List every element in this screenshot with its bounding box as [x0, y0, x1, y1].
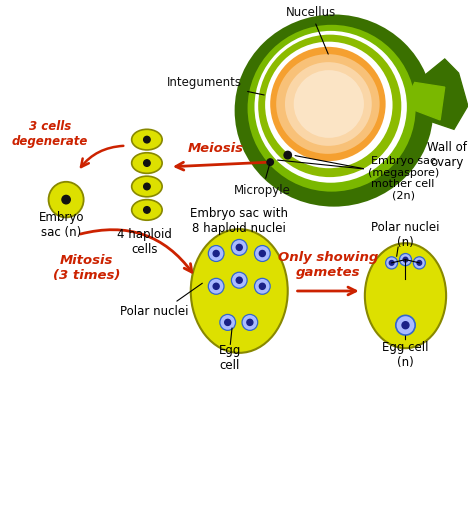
- Ellipse shape: [285, 62, 372, 146]
- Ellipse shape: [247, 25, 416, 192]
- Circle shape: [284, 151, 292, 159]
- Circle shape: [213, 250, 219, 257]
- Circle shape: [144, 136, 150, 143]
- Ellipse shape: [48, 182, 83, 218]
- Circle shape: [208, 278, 224, 294]
- Circle shape: [402, 321, 409, 329]
- Text: Embryo
sac (n): Embryo sac (n): [39, 211, 84, 239]
- Text: Egg
cell: Egg cell: [219, 344, 241, 372]
- Ellipse shape: [132, 153, 162, 173]
- Text: Polar nuclei
(n): Polar nuclei (n): [371, 221, 440, 249]
- Circle shape: [259, 283, 265, 289]
- Text: 3 cells
degenerate: 3 cells degenerate: [12, 120, 88, 148]
- Ellipse shape: [132, 176, 162, 197]
- Ellipse shape: [132, 129, 162, 150]
- Circle shape: [247, 319, 253, 325]
- Text: 4 haploid
cells: 4 haploid cells: [117, 228, 172, 256]
- Circle shape: [400, 254, 411, 266]
- Text: Micropyle: Micropyle: [234, 165, 291, 197]
- Text: Polar nuclei: Polar nuclei: [119, 305, 188, 318]
- Ellipse shape: [276, 54, 380, 154]
- Circle shape: [144, 207, 150, 213]
- Polygon shape: [412, 59, 468, 129]
- Ellipse shape: [270, 47, 386, 161]
- Circle shape: [242, 314, 258, 331]
- Circle shape: [236, 244, 242, 250]
- Circle shape: [225, 319, 231, 325]
- Ellipse shape: [265, 42, 392, 168]
- Ellipse shape: [235, 15, 433, 207]
- Circle shape: [267, 159, 273, 165]
- Text: Only showing
gametes: Only showing gametes: [278, 251, 378, 279]
- Ellipse shape: [132, 200, 162, 220]
- Text: Integuments: Integuments: [167, 76, 264, 95]
- Ellipse shape: [365, 243, 446, 348]
- Circle shape: [208, 245, 224, 262]
- Text: Embryo sac with
8 haploid nuclei: Embryo sac with 8 haploid nuclei: [190, 207, 288, 235]
- Circle shape: [144, 183, 150, 190]
- Circle shape: [417, 261, 422, 265]
- Circle shape: [413, 257, 425, 269]
- Text: Wall of
ovary: Wall of ovary: [427, 141, 467, 169]
- Polygon shape: [403, 83, 445, 120]
- Circle shape: [255, 278, 270, 294]
- Circle shape: [144, 160, 150, 166]
- Circle shape: [62, 195, 70, 204]
- Circle shape: [389, 261, 394, 265]
- Ellipse shape: [255, 31, 407, 183]
- Ellipse shape: [258, 34, 401, 177]
- Circle shape: [386, 257, 398, 269]
- Circle shape: [220, 314, 236, 331]
- Text: Nucellus: Nucellus: [286, 6, 336, 54]
- Circle shape: [396, 315, 415, 335]
- Ellipse shape: [294, 70, 364, 138]
- Circle shape: [259, 250, 265, 257]
- Circle shape: [255, 245, 270, 262]
- Circle shape: [213, 283, 219, 289]
- Text: Embryo sac
(megaspore)
mother cell
(2n): Embryo sac (megaspore) mother cell (2n): [367, 156, 439, 201]
- Text: Egg cell
(n): Egg cell (n): [382, 341, 428, 369]
- Circle shape: [403, 257, 408, 262]
- Circle shape: [231, 239, 247, 256]
- Circle shape: [236, 277, 242, 283]
- Circle shape: [231, 272, 247, 288]
- Text: Mitosis
(3 times): Mitosis (3 times): [53, 254, 120, 281]
- Ellipse shape: [191, 229, 288, 353]
- Text: Meiosis: Meiosis: [188, 142, 244, 156]
